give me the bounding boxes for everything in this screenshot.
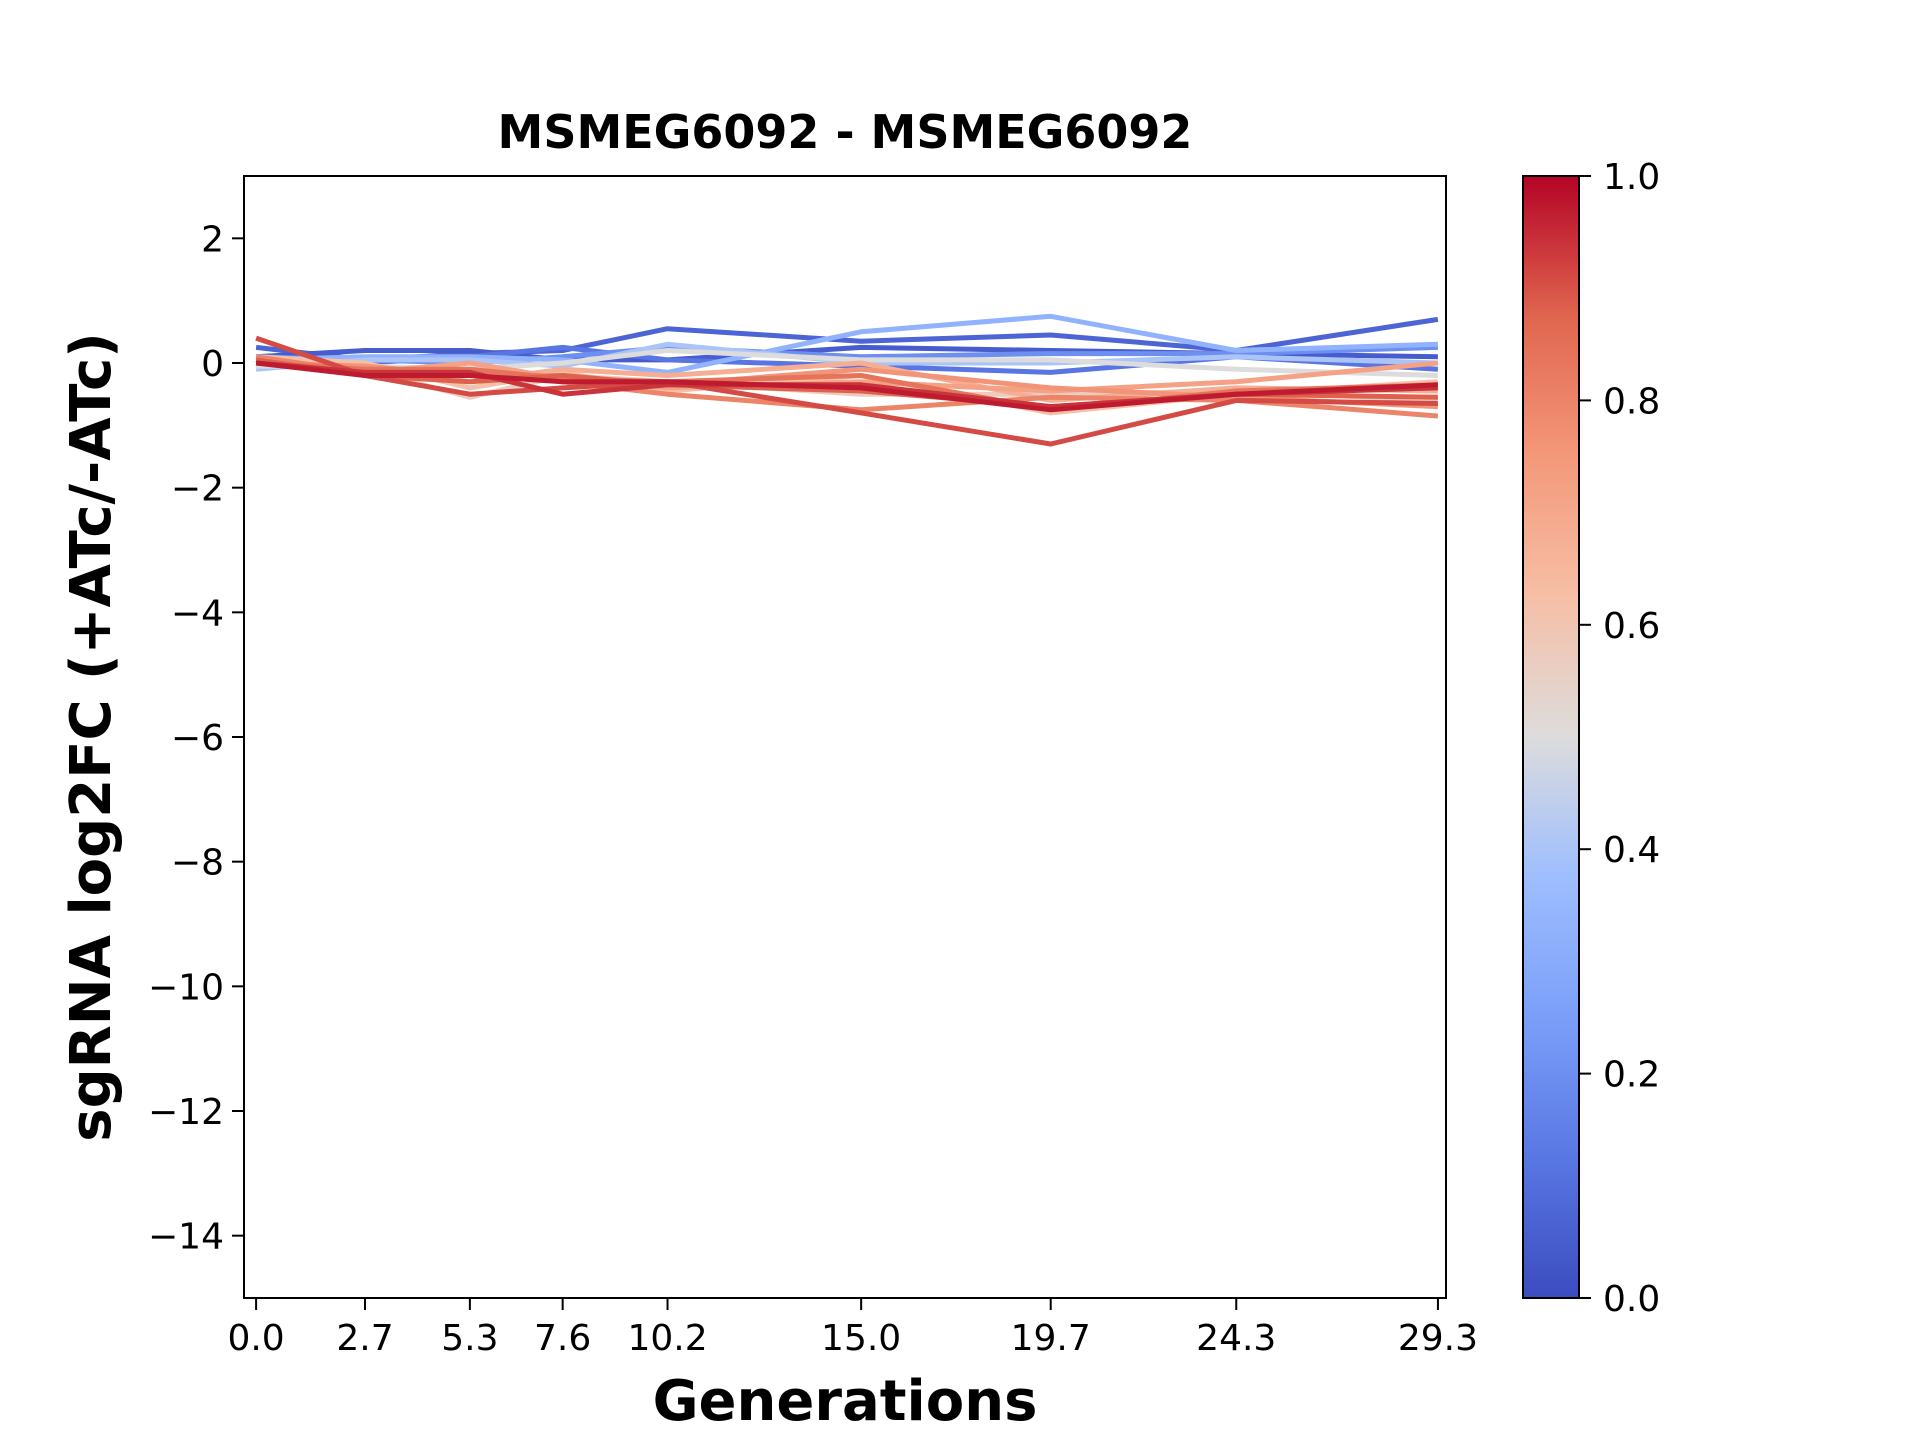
colorbar xyxy=(1522,175,1580,1299)
x-tick-label: 2.7 xyxy=(336,1318,393,1359)
x-axis: 0.0 2.7 5.3 7.6 10.2 15.0 19.7 24.3 29.3 xyxy=(227,1298,1478,1359)
y-axis-label: sgRNA log2FC (+ATc/-ATc) xyxy=(59,332,124,1142)
colorbar-tick-label: 0.4 xyxy=(1603,830,1660,871)
y-tick-label: −14 xyxy=(148,1217,224,1258)
colorbar-tick-label: 0.6 xyxy=(1603,606,1660,647)
y-tick-label: −12 xyxy=(148,1092,224,1133)
colorbar-axis: 0.0 0.2 0.4 0.6 0.8 1.0 xyxy=(1579,157,1660,1320)
y-tick-label: −6 xyxy=(171,718,224,759)
x-tick-label: 15.0 xyxy=(821,1318,901,1359)
y-tick-label: −4 xyxy=(171,593,224,634)
colorbar-tick-label: 0.2 xyxy=(1603,1055,1660,1096)
series-line-5 xyxy=(256,313,1438,375)
series-line-18 xyxy=(255,360,1439,413)
colorbar-tick-label: 0.0 xyxy=(1603,1279,1660,1320)
x-tick-label: 29.3 xyxy=(1398,1318,1478,1359)
chart-title: MSMEG6092 - MSMEG6092 xyxy=(498,105,1193,159)
x-tick-label: 5.3 xyxy=(441,1318,498,1359)
x-tick-label: 10.2 xyxy=(627,1318,707,1359)
series-line-6 xyxy=(255,341,1438,372)
y-tick-label: −8 xyxy=(171,843,224,884)
x-tick-label: 0.0 xyxy=(227,1318,284,1359)
series-layer xyxy=(255,313,1439,447)
x-tick-label: 7.6 xyxy=(534,1318,591,1359)
x-tick-label: 19.7 xyxy=(1011,1318,1091,1359)
x-axis-label: Generations xyxy=(653,1369,1038,1434)
y-axis: 2 0 −2 −4 −6 −8 −10 −12 −14 xyxy=(148,219,244,1258)
y-tick-label: 2 xyxy=(201,219,224,260)
x-tick-label: 24.3 xyxy=(1196,1318,1276,1359)
y-tick-label: −2 xyxy=(171,469,224,510)
y-tick-label: −10 xyxy=(148,967,224,1008)
colorbar-tick-label: 0.8 xyxy=(1603,381,1660,422)
colorbar-tick-label: 1.0 xyxy=(1603,157,1660,198)
y-tick-label: 0 xyxy=(201,344,224,385)
